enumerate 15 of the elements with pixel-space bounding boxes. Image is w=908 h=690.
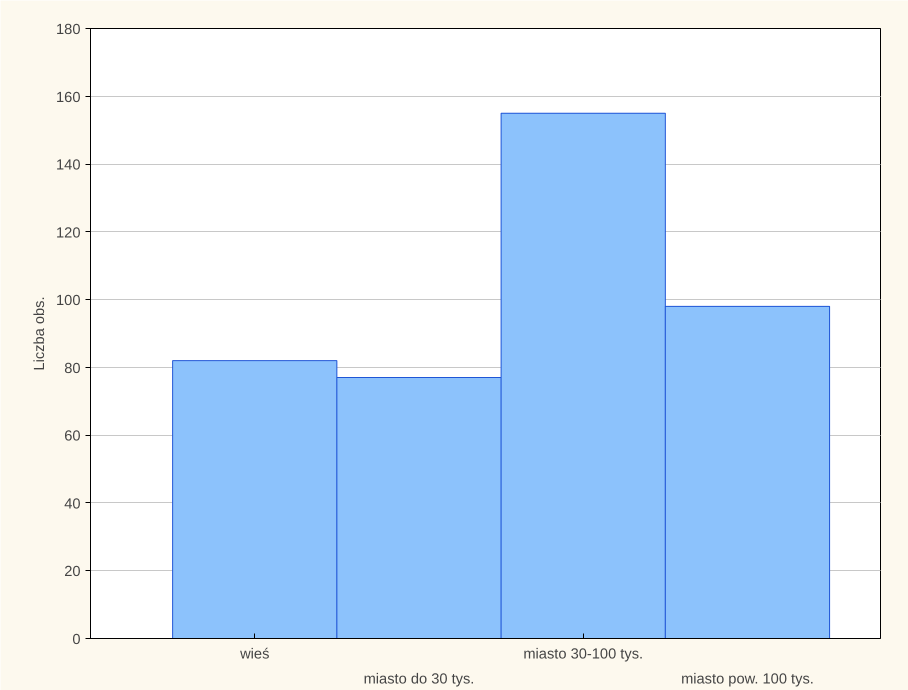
y-tick-label: 160 (56, 90, 81, 106)
y-tick-label: 140 (56, 158, 81, 174)
y-tick-label: 40 (64, 496, 81, 512)
y-tick-label: 80 (64, 360, 81, 377)
y-tick-label: 60 (64, 428, 81, 445)
y-tick-label: 20 (64, 564, 81, 580)
y-tick-label: 0 (72, 632, 81, 648)
y-tick-label: 100 (56, 293, 81, 310)
y-axis-title: Liczba obs. (32, 296, 48, 371)
x-tick-label: miasto 30-100 tys. (523, 646, 644, 662)
x-tick-label: miasto pow. 100 tys. (681, 672, 814, 688)
x-tick-label: miasto do 30 tys. (364, 672, 474, 688)
y-tick-label: 180 (56, 22, 81, 38)
y-tick-label: 120 (56, 225, 81, 242)
x-tick-label: wieś (239, 646, 270, 662)
